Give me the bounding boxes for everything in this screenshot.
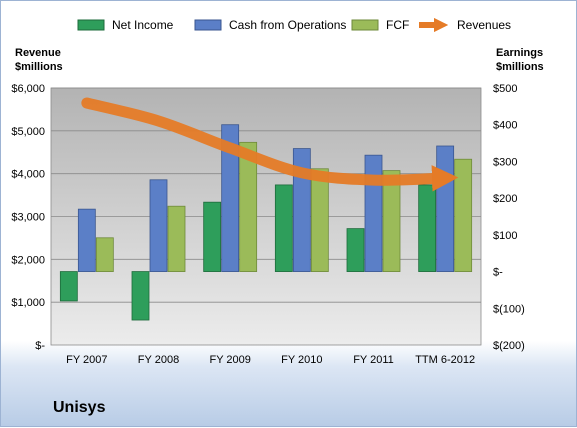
net-income-bar (203, 201, 222, 272)
cash-from-operations-bar (149, 179, 168, 272)
left-axis-label-line2: $millions (15, 61, 63, 73)
legend-swatch-net-income (77, 19, 105, 31)
left-axis-label-line1: Revenue (15, 47, 61, 59)
left-tick-label: $5,000 (11, 126, 45, 138)
right-tick-label: $300 (493, 156, 517, 168)
net-income-bar (418, 184, 437, 272)
legend-label-cash-from-operations: Cash from Operations (229, 18, 346, 32)
right-tick-label: $100 (493, 230, 517, 242)
left-tick-label: $- (35, 340, 45, 352)
fcf-bar (454, 158, 473, 272)
gridlines (51, 87, 481, 303)
fcf-bar (167, 205, 186, 272)
bars (59, 124, 473, 321)
right-tick-label: $- (493, 267, 503, 279)
right-tick-label: $200 (493, 193, 517, 205)
left-tick-label: $2,000 (11, 254, 45, 266)
fcf-bar (239, 141, 258, 272)
net-income-bar (274, 184, 293, 272)
legend-label-fcf: FCF (386, 18, 409, 32)
left-tick-label: $3,000 (11, 212, 45, 224)
right-tick-label: $400 (493, 120, 517, 132)
cash-from-operations-bar (77, 208, 96, 272)
cash-from-operations-bar (364, 154, 383, 272)
category-label: FY 2010 (281, 354, 322, 366)
legend: Net Income Cash from Operations FCF Reve… (77, 17, 511, 33)
net-income-bar (59, 271, 78, 302)
right-tick-label: $(100) (493, 303, 525, 315)
category-label: FY 2007 (66, 354, 107, 366)
cash-from-operations-bar (292, 148, 311, 272)
right-axis-label-line2: $millions (496, 61, 544, 73)
category-label: FY 2011 (353, 354, 394, 366)
category-label: FY 2008 (138, 354, 179, 366)
left-tick-label: $1,000 (11, 297, 45, 309)
net-income-bar (346, 228, 365, 272)
legend-label-revenues: Revenues (457, 18, 511, 32)
legend-swatch-fcf (351, 19, 379, 31)
tick-labels: $- $1,000 $2,000 $3,000 $4,000 $5,000 $6,000 $(… (11, 83, 524, 366)
legend-label-net-income: Net Income (112, 18, 174, 32)
revenues-line-path (81, 97, 459, 192)
left-tick-label: $6,000 (11, 83, 45, 95)
category-label: TTM 6-2012 (415, 354, 475, 366)
fcf-bar (382, 170, 401, 272)
category-label: FY 2009 (209, 354, 250, 366)
left-tick-label: $4,000 (11, 169, 45, 181)
company-name: Unisys (53, 399, 106, 416)
right-axis-label-line1: Earnings (496, 47, 543, 59)
cash-from-operations-bar (221, 124, 240, 272)
revenues-line (81, 97, 459, 192)
fcf-bar (95, 237, 114, 272)
right-tick-label: $500 (493, 83, 517, 95)
right-tick-label: $(200) (493, 340, 525, 352)
cash-from-operations-bar (436, 145, 455, 272)
legend-swatch-cash-from-operations (194, 19, 222, 31)
net-income-bar (131, 271, 150, 321)
fcf-bar (310, 168, 329, 272)
